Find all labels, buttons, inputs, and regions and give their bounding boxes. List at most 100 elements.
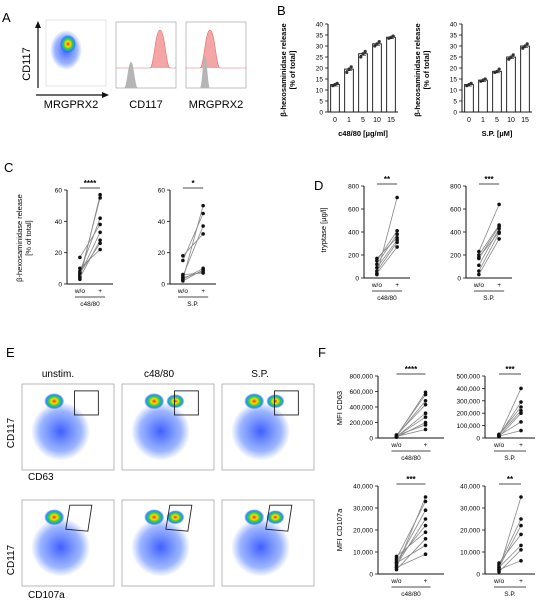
point-after: [423, 392, 428, 397]
y-tick-label: 35: [450, 33, 458, 40]
e-row1-y-label: CD117: [6, 417, 17, 448]
point-before: [394, 565, 399, 570]
e-row2-y-label: CD117: [6, 544, 17, 575]
point-before: [477, 272, 481, 277]
pair-line: [478, 238, 500, 275]
pair-line: [376, 230, 398, 261]
y-tick-label: 800: [348, 184, 359, 191]
point-before: [78, 266, 82, 271]
panel-e: unstim. c48/80 S.P. CD117 CD63 CD117 CD1…: [6, 369, 315, 601]
bar: [386, 36, 396, 113]
x-tick-label: +: [497, 282, 501, 289]
y-tick-label: 800,000: [350, 374, 374, 381]
point-after: [423, 411, 428, 416]
flow-plot-hotspot-2: [166, 394, 185, 409]
flow-plot-cloud: [131, 402, 191, 461]
panel-letter-d: D: [314, 178, 323, 193]
y-tick-label: 20: [158, 250, 166, 257]
pair-line: [498, 518, 522, 566]
y-tick-label: 30: [316, 44, 324, 51]
group-label: S.P.: [483, 295, 495, 302]
pair-line: [396, 531, 426, 557]
point-before: [477, 263, 481, 268]
pair-line: [396, 553, 426, 568]
sig-stars: **: [384, 175, 391, 184]
y-axis-label-line: MFI CD63: [335, 391, 344, 425]
flow-gate: [265, 504, 293, 532]
point-after: [423, 495, 428, 499]
point-before: [181, 279, 185, 283]
y-tick-label: 25: [450, 55, 458, 62]
point-after: [423, 523, 428, 528]
pair-line: [498, 545, 522, 568]
point-before: [497, 561, 501, 565]
flow-plot-cloud: [131, 518, 191, 577]
pair-line: [498, 410, 522, 436]
sig-stars: ****: [84, 179, 97, 188]
pair-line: [478, 204, 500, 252]
pair-line: [478, 232, 500, 272]
point-before: [497, 567, 501, 572]
point-after: [423, 427, 428, 432]
bar-point: [335, 81, 339, 85]
bar-point: [375, 42, 379, 46]
y-tick-label: 30,000: [353, 506, 373, 513]
y-tick-label: 40: [316, 22, 324, 29]
a-x-label: MRGPRX2: [44, 99, 98, 111]
point-after: [98, 238, 102, 242]
x-tick-label: w/o: [390, 578, 402, 585]
point-before: [375, 256, 379, 261]
x-axis-label: c48/80 [µg/ml]: [338, 129, 388, 138]
flow-plot-hotspot: [44, 393, 65, 410]
x-tick-label: +: [98, 288, 102, 295]
point-after: [519, 420, 523, 424]
y-tick-label: 400: [348, 230, 359, 237]
bar-point: [525, 42, 529, 46]
hist-mrgprx2-isotype: [196, 56, 210, 88]
bar-point: [495, 69, 499, 73]
bar-point: [361, 52, 365, 56]
y-tick-label: 20: [450, 66, 458, 73]
point-after: [423, 517, 428, 521]
bar-point: [511, 53, 515, 57]
pair-line: [79, 224, 101, 258]
bar-point: [509, 55, 513, 59]
x-tick-label: w/o: [74, 288, 86, 295]
y-axis-label-line: [% of total]: [422, 50, 431, 89]
flow-plot-hotspot-2: [266, 510, 285, 525]
flow-plot-cloud: [31, 402, 91, 461]
x-arrowhead: [102, 92, 109, 98]
y-tick-label: 0: [161, 282, 165, 289]
group-label: c48/80: [377, 295, 397, 302]
chart-f4: 0 10,000 20,000 30,000 40,000 w/o +S.P. **: [460, 475, 535, 598]
pair-line: [478, 231, 500, 258]
y-tick-label: 5: [319, 99, 323, 106]
panel-letter-a: A: [2, 10, 11, 25]
e-cond-c48: c48/80: [144, 369, 174, 380]
pair-line: [376, 197, 398, 275]
panel-letter-b: B: [277, 3, 286, 18]
point-after: [519, 548, 523, 552]
y-tick-label: 400: [450, 230, 461, 237]
flow-gate: [165, 504, 193, 532]
x-tick-label: w/o: [371, 282, 383, 289]
y-tick-label: 0: [476, 436, 480, 443]
pair-line: [498, 560, 522, 570]
sig-stars: ****: [405, 365, 418, 374]
pair-line: [498, 534, 522, 564]
bar-point: [363, 49, 367, 54]
point-after: [519, 517, 523, 521]
y-tick-label: 0: [369, 572, 373, 579]
point-after: [423, 423, 428, 427]
x-tick-label: +: [424, 442, 428, 449]
point-after: [497, 202, 501, 207]
y-tick-label: 60: [55, 188, 63, 195]
pair-line: [396, 429, 426, 437]
y-tick-label: 0: [355, 276, 359, 283]
y-tick-label: 40: [158, 219, 166, 226]
point-before: [394, 554, 399, 559]
pair-line: [376, 246, 398, 274]
